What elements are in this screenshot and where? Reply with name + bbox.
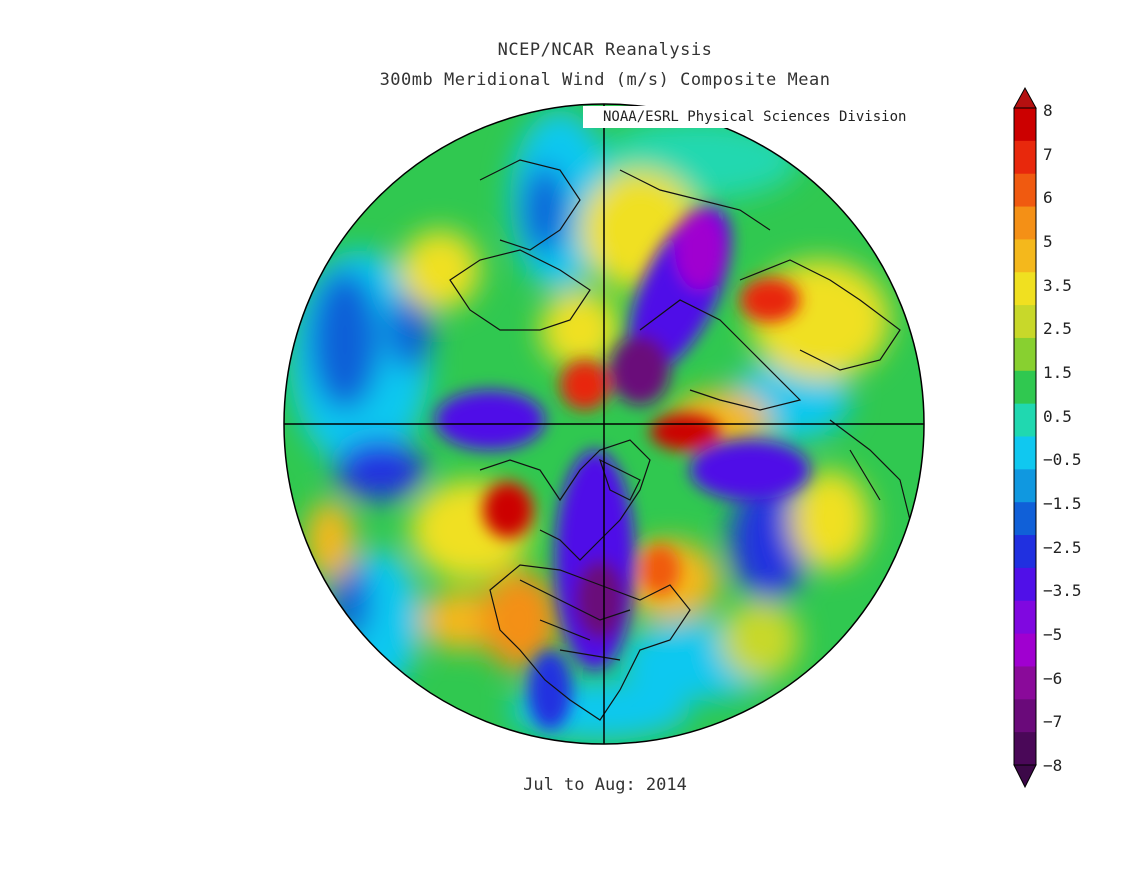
colorbar-swatch [1014,633,1036,667]
colorbar-swatch [1014,337,1036,372]
chart-title: NCEP/NCAR Reanalysis [497,40,713,60]
colorbar-swatch [1014,699,1036,733]
colorbar-tick-label: 7 [1043,144,1053,164]
colorbar-swatch [1014,502,1036,536]
colorbar-tick-label: 8 [1043,101,1053,120]
colorbar-swatch [1014,239,1036,273]
colorbar-tick-label: −6 [1043,668,1063,688]
colorbar-swatch [1014,666,1036,700]
colorbar-tick-label: 5 [1043,232,1053,251]
colorbar-swatch [1014,108,1036,142]
credit-label: NOAA/ESRL Physical Sciences Division [583,106,943,128]
date-caption: Jul to Aug: 2014 [523,775,687,795]
colorbar-frame [1013,107,1037,766]
colorbar-swatch [1014,600,1036,635]
colorbar-tick-label: −2.5 [1043,537,1082,557]
colorbar-tick-label: 1.5 [1043,363,1072,382]
colorbar-tick-label: 3.5 [1043,275,1072,295]
colorbar-swatch [1014,272,1036,306]
colorbar-swatch [1014,206,1036,240]
colorbar-tick-label: −8 [1043,756,1063,775]
colorbar-swatch [1014,140,1036,175]
colorbar-swatch [1014,403,1036,437]
colorbar-swatch [1014,535,1036,569]
colorbar-swatch [1014,436,1036,470]
colorbar-swatch [1014,305,1036,339]
chart-subtitle: 300mb Meridional Wind (m/s) Composite Me… [379,70,831,90]
colorbar-tick-label: −3.5 [1043,581,1082,601]
colorbar-swatch [1014,370,1036,405]
colorbar-tick-label: −1.5 [1043,494,1082,513]
colorbar-tick-label: −5 [1043,625,1063,644]
colorbar-swatch [1014,732,1036,766]
colorbar-tick-label: 0.5 [1043,406,1072,426]
colorbar-tick-label: 2.5 [1043,319,1072,339]
colorbar-tick-label: 6 [1043,188,1053,208]
coastlines [449,159,911,721]
colorbar-tick-label: −7 [1043,712,1063,732]
colorbar-bottom-arrow [1013,764,1037,789]
colorbar-tick-label: −0.5 [1043,450,1082,470]
colorbar-swatch [1014,469,1036,503]
colorbar-swatch [1014,173,1036,208]
colorbar-top-arrow [1013,86,1037,109]
colorbar-swatch [1014,567,1036,602]
